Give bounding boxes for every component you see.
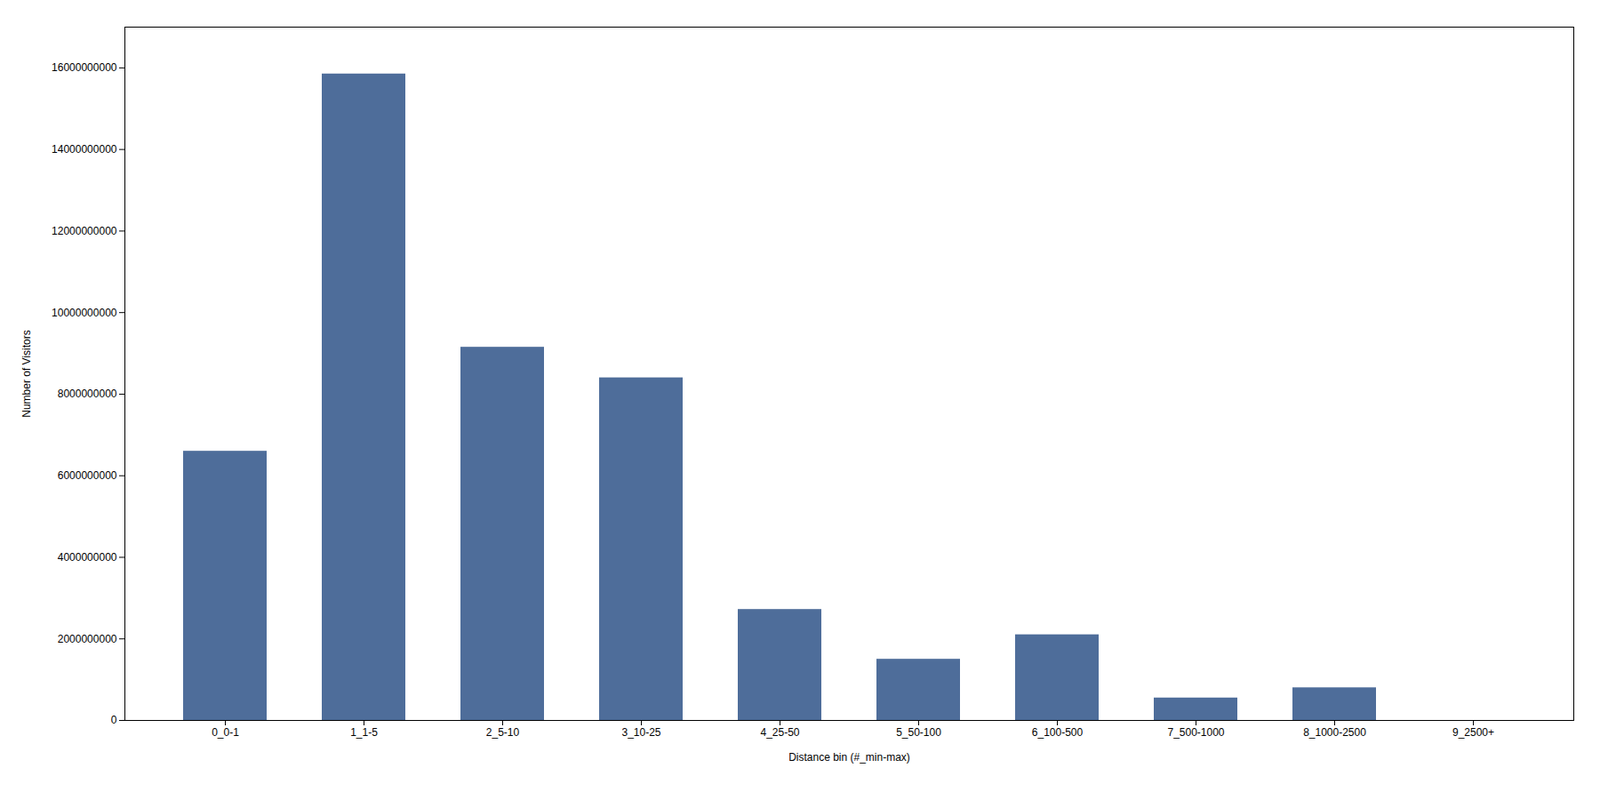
svg-text:12000000000: 12000000000 xyxy=(51,224,118,238)
svg-text:8_1000-2500: 8_1000-2500 xyxy=(1303,726,1367,739)
svg-text:6_100-500: 6_100-500 xyxy=(1032,726,1084,739)
svg-text:9_2500+: 9_2500+ xyxy=(1452,726,1495,739)
svg-text:3_10-25: 3_10-25 xyxy=(621,726,661,739)
svg-text:2000000000: 2000000000 xyxy=(57,632,118,646)
svg-text:6000000000: 6000000000 xyxy=(57,469,118,482)
svg-text:0_0-1: 0_0-1 xyxy=(211,726,240,739)
svg-text:Distance bin (#_min-max): Distance bin (#_min-max) xyxy=(788,751,911,764)
svg-text:Number of Visitors: Number of Visitors xyxy=(20,329,33,417)
svg-text:0: 0 xyxy=(111,713,118,727)
svg-text:14000000000: 14000000000 xyxy=(51,143,118,156)
svg-text:4000000000: 4000000000 xyxy=(57,551,118,564)
svg-text:4_25-50: 4_25-50 xyxy=(760,726,800,739)
svg-text:16000000000: 16000000000 xyxy=(51,61,118,74)
svg-text:1_1-5: 1_1-5 xyxy=(350,726,378,739)
svg-text:7_500-1000: 7_500-1000 xyxy=(1167,726,1224,739)
svg-text:2_5-10: 2_5-10 xyxy=(486,726,520,739)
svg-text:10000000000: 10000000000 xyxy=(51,306,118,320)
svg-text:8000000000: 8000000000 xyxy=(57,387,118,400)
svg-text:5_50-100: 5_50-100 xyxy=(896,726,942,739)
